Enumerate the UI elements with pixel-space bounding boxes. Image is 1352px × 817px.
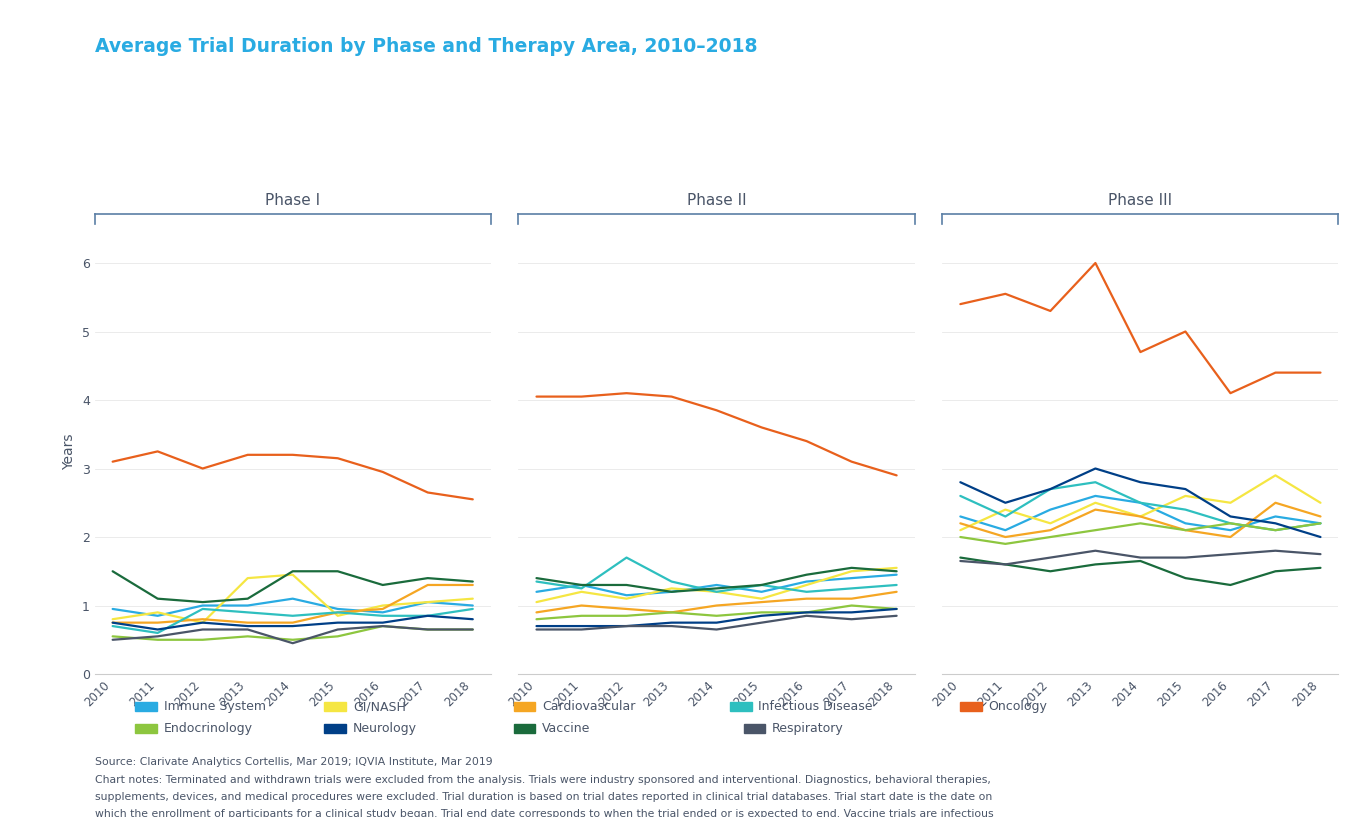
Text: Respiratory: Respiratory (772, 722, 844, 735)
Text: Neurology: Neurology (353, 722, 416, 735)
Text: Cardiovascular: Cardiovascular (542, 700, 635, 713)
Text: Oncology: Oncology (988, 700, 1048, 713)
Text: supplements, devices, and medical procedures were excluded. Trial duration is ba: supplements, devices, and medical proced… (95, 792, 992, 801)
Text: Chart notes: Terminated and withdrawn trials were excluded from the analysis. Tr: Chart notes: Terminated and withdrawn tr… (95, 775, 991, 784)
Y-axis label: Years: Years (62, 433, 76, 470)
Text: which the enrollment of participants for a clinical study began. Trial end date : which the enrollment of participants for… (95, 809, 994, 817)
Text: Endocrinology: Endocrinology (164, 722, 253, 735)
Text: Infectious Disease: Infectious Disease (758, 700, 873, 713)
Text: GI/NASH: GI/NASH (353, 700, 406, 713)
Text: Immune System: Immune System (164, 700, 265, 713)
Text: Source: Clarivate Analytics Cortellis, Mar 2019; IQVIA Institute, Mar 2019: Source: Clarivate Analytics Cortellis, M… (95, 757, 492, 767)
Text: Average Trial Duration by Phase and Therapy Area, 2010–2018: Average Trial Duration by Phase and Ther… (95, 37, 757, 56)
Text: Phase I: Phase I (265, 193, 320, 208)
Text: Vaccine: Vaccine (542, 722, 591, 735)
Text: Phase III: Phase III (1109, 193, 1172, 208)
Text: Phase II: Phase II (687, 193, 746, 208)
